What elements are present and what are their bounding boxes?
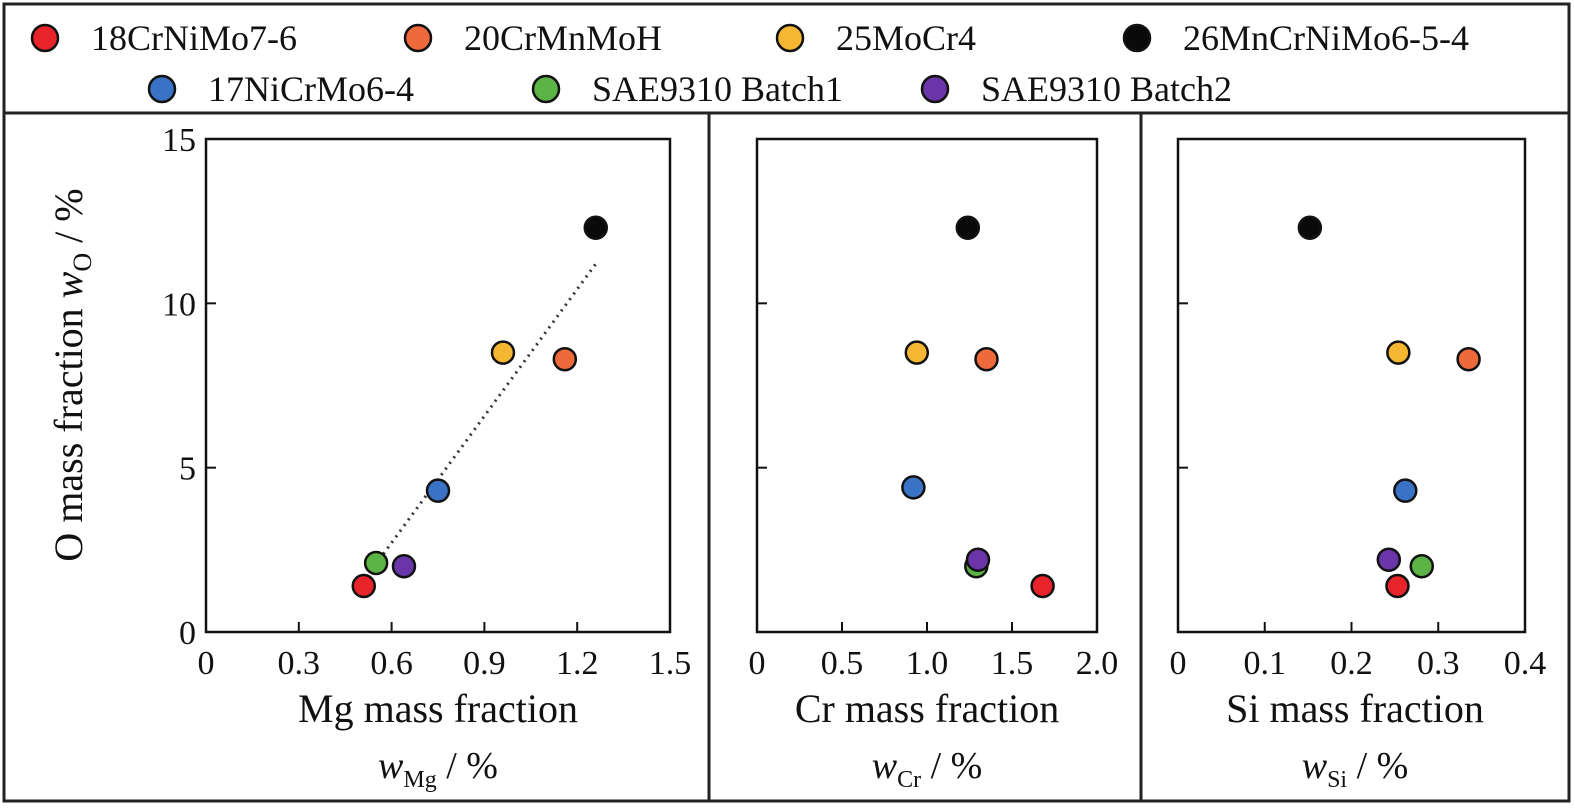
data-point-25mocr4: [904, 340, 930, 365]
x-tick-label: 0.3: [278, 645, 321, 682]
panel-si: 0 0.1 0.2 0.3 0.4 Si mass fraction wSi / %: [1170, 137, 1547, 793]
x-axis-label: Cr mass fraction: [795, 686, 1059, 731]
data-point-sae9310-batch1: [363, 550, 389, 576]
data-point-25mocr4: [490, 340, 516, 365]
legend-marker: [775, 23, 805, 53]
legend-label: SAE9310 Batch1: [592, 69, 843, 109]
x-tick-label: 1.0: [906, 645, 949, 682]
x-tick-label: 0.2: [1330, 645, 1373, 682]
panel-mg: 0 0.3 0.6 0.9 1.2 1.5 0 5 10 15 Mg mass fraction wM…: [162, 122, 691, 793]
x-tick-label: 0.1: [1244, 645, 1287, 682]
legend-item-18crnimo7-6: 18CrNiMo7-6: [30, 18, 297, 58]
legend-item-sae9310-batch2: SAE9310 Batch2: [920, 69, 1232, 109]
legend-label: SAE9310 Batch2: [981, 69, 1232, 109]
legend-label: 17NiCrMo6-4: [208, 69, 414, 109]
y-tick-label: 5: [179, 451, 196, 488]
legend-marker: [531, 74, 561, 104]
x-tick-label: 0.5: [821, 645, 864, 682]
x-axis-unit-label: wCr / %: [872, 745, 983, 793]
data-point-sae9310-batch1: [1409, 554, 1435, 579]
legend-label: 18CrNiMo7-6: [91, 18, 297, 58]
legend-marker: [147, 74, 177, 104]
x-axis-unit-label: wMg / %: [378, 745, 498, 793]
legend-item-26mncrnimo6-5-4: 26MnCrNiMo6-5-4: [1122, 18, 1469, 58]
legend-label: 25MoCr4: [836, 18, 976, 58]
legend: 18CrNiMo7-6 20CrMnMoH 25MoCr4 26MnCrNiMo6-5…: [30, 18, 1469, 109]
data-point-20crmnmoh: [552, 346, 578, 372]
x-axis-label: Si mass fraction: [1226, 686, 1484, 731]
legend-marker: [920, 74, 950, 104]
plot-area: [755, 137, 1099, 634]
data-point-25mocr4: [1386, 340, 1411, 365]
data-point-26mncrnimo6-5-4: [1297, 215, 1323, 240]
data-point-sae9310-batch2: [1376, 547, 1402, 572]
x-tick-label: 1.2: [556, 645, 599, 682]
x-tick-label: 0.9: [463, 645, 506, 682]
data-point-20crmnmoh: [1456, 346, 1481, 372]
trend-line: [378, 263, 597, 561]
y-axis-label: O mass fraction wO / %: [46, 188, 97, 561]
data-point-sae9310-batch2: [391, 554, 417, 579]
x-tick-label: 0.3: [1417, 645, 1460, 682]
x-tick-label: 0: [1170, 645, 1187, 682]
y-tick-label: 10: [162, 286, 196, 323]
legend-item-sae9310-batch1: SAE9310 Batch1: [531, 69, 843, 109]
y-tick-label: 0: [179, 615, 196, 652]
legend-item-25mocr4: 25MoCr4: [775, 18, 976, 58]
x-axis-label: Mg mass fraction: [298, 686, 578, 731]
data-point-17nicrmo6-4: [425, 478, 451, 503]
y-tick-label: 15: [162, 122, 196, 159]
legend-item-17nicrmo6-4: 17NiCrMo6-4: [147, 69, 414, 109]
x-tick-label: 0: [749, 645, 766, 682]
plot-area: [1176, 137, 1527, 634]
legend-item-20crmnmoh: 20CrMnMoH: [403, 18, 662, 58]
x-tick-label: 0.4: [1504, 645, 1547, 682]
legend-marker: [30, 23, 60, 53]
data-point-20crmnmoh: [974, 346, 999, 372]
legend-label: 26MnCrNiMo6-5-4: [1183, 18, 1469, 58]
legend-marker: [1122, 23, 1152, 53]
legend-label: 20CrMnMoH: [464, 18, 662, 58]
data-point-17nicrmo6-4: [1393, 478, 1418, 503]
data-point-sae9310-batch2: [965, 547, 991, 572]
plot-area: [204, 137, 672, 634]
legend-marker: [403, 23, 433, 53]
x-tick-label: 2.0: [1076, 645, 1119, 682]
x-tick-label: 1.5: [649, 645, 692, 682]
x-tick-label: 0: [198, 645, 215, 682]
data-point-17nicrmo6-4: [901, 475, 926, 500]
data-point-18crnimo7-6: [351, 573, 377, 599]
data-point-18crnimo7-6: [1030, 573, 1055, 599]
data-point-18crnimo7-6: [1385, 573, 1410, 599]
x-tick-label: 1.5: [991, 645, 1034, 682]
x-tick-label: 0.6: [370, 645, 413, 682]
x-axis-unit-label: wSi / %: [1302, 745, 1409, 793]
data-point-26mncrnimo6-5-4: [955, 215, 981, 240]
panel-cr: 0 0.5 1.0 1.5 2.0 Cr mass fraction wCr / %: [749, 137, 1119, 793]
data-point-26mncrnimo6-5-4: [583, 215, 609, 240]
